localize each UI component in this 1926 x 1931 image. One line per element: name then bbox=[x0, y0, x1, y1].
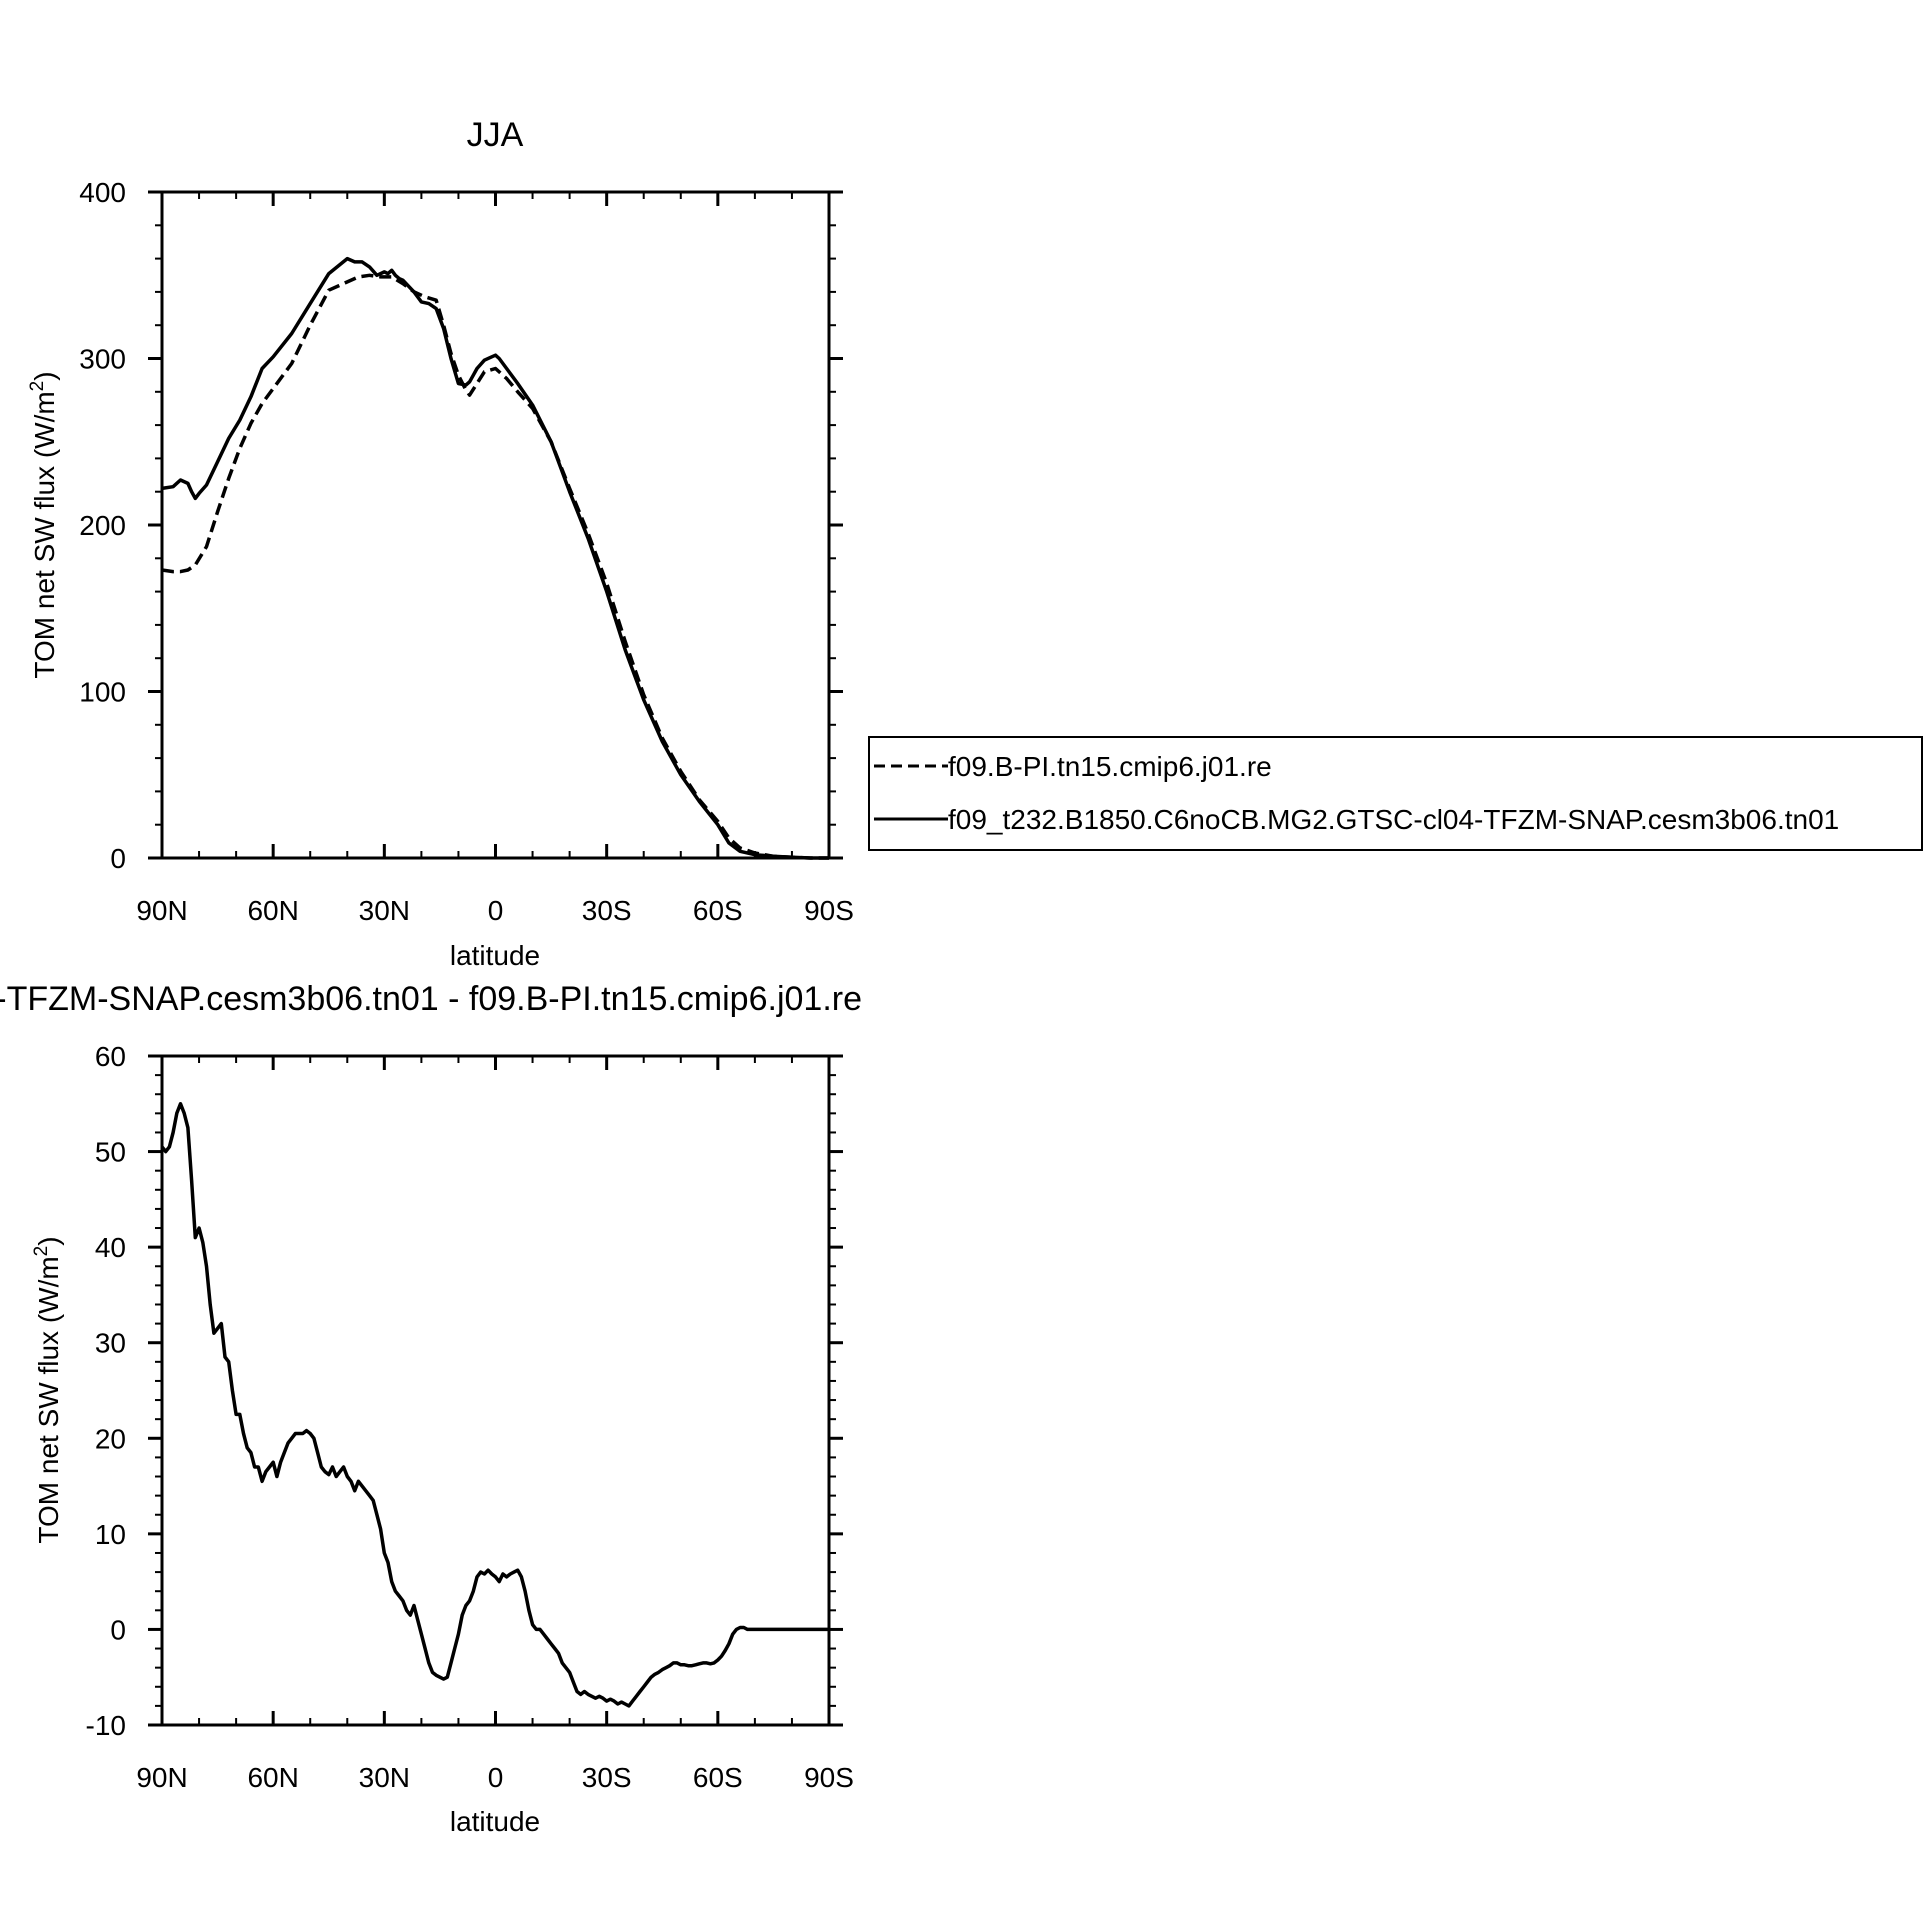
top-x-tick-label: 30N bbox=[359, 895, 410, 926]
bottom-y-tick-label: 10 bbox=[95, 1519, 126, 1550]
top-x-axis-label: latitude bbox=[450, 940, 540, 971]
bottom-y-tick-label: 60 bbox=[95, 1041, 126, 1072]
bottom-plot-frame bbox=[160, 1054, 831, 1727]
top-x-tick-label: 60N bbox=[247, 895, 298, 926]
top-series-line-solid bbox=[161, 256, 829, 860]
bottom-x-tick-label: 60N bbox=[247, 1762, 298, 1793]
top-x-tick-label: 90N bbox=[136, 895, 187, 926]
bottom-x-tick-label: 30N bbox=[359, 1762, 410, 1793]
top-x-tick-label: 60S bbox=[693, 895, 743, 926]
top-x-tick-label: 30S bbox=[582, 895, 632, 926]
bottom-y-tick-label: 30 bbox=[95, 1328, 126, 1359]
top-y-tick-label: 300 bbox=[79, 344, 126, 375]
bottom-x-tick-label: 30S bbox=[582, 1762, 632, 1793]
top-y-tick-label: 400 bbox=[79, 177, 126, 208]
top-panel-title: JJA bbox=[467, 116, 524, 154]
legend: f09.B-PI.tn15.cmip6.j01.re f09_t232.B185… bbox=[868, 736, 1923, 851]
top-series-line-dashed bbox=[161, 273, 829, 860]
bottom-y-tick-label: -10 bbox=[86, 1710, 126, 1741]
legend-entry-1: f09.B-PI.tn15.cmip6.j01.re bbox=[948, 751, 1272, 782]
top-y-tick-label: 0 bbox=[110, 843, 126, 874]
top-plot-frame bbox=[160, 190, 831, 860]
top-x-tick-label: 90S bbox=[804, 895, 854, 926]
bottom-x-tick-label: 90N bbox=[136, 1762, 187, 1793]
bottom-x-tick-label: 60S bbox=[693, 1762, 743, 1793]
bottom-axis-ticks: 90N 60N 30N 0 30S 60S 90S -10 0 10 20 30 40 50 60 bbox=[86, 1041, 854, 1793]
legend-box bbox=[868, 736, 1923, 851]
bottom-x-tick-label: 0 bbox=[488, 1762, 504, 1793]
bottom-y-tick-label: 20 bbox=[95, 1423, 126, 1454]
bottom-plot-area bbox=[160, 1102, 829, 1708]
top-y-tick-label: 200 bbox=[79, 510, 126, 541]
bottom-series-line-solid bbox=[160, 1102, 829, 1708]
top-panel: JJA 90N 60N 30N 0 30S 60S 90S 0 100 200 300 400 lat… bbox=[27, 116, 1923, 971]
bottom-y-tick-label: 40 bbox=[95, 1232, 126, 1263]
bottom-x-tick-label: 90S bbox=[804, 1762, 854, 1793]
bottom-y-tick-label: 0 bbox=[110, 1614, 126, 1645]
top-axis-ticks: 90N 60N 30N 0 30S 60S 90S 0 100 200 300 400 bbox=[79, 177, 854, 926]
bottom-y-tick-label: 50 bbox=[95, 1137, 126, 1168]
bottom-y-axis-label: TOM net SW flux (W/m2) bbox=[31, 1236, 64, 1543]
top-y-axis-label: TOM net SW flux (W/m2) bbox=[27, 371, 60, 678]
bottom-x-axis-label: latitude bbox=[450, 1806, 540, 1837]
bottom-panel: f09_t232.B1850.C6noCB.MG2.GTSC-cl04-TFZM… bbox=[0, 980, 862, 1837]
top-x-tick-label: 0 bbox=[488, 895, 504, 926]
bottom-panel-title: f09_t232.B1850.C6noCB.MG2.GTSC-cl04-TFZM… bbox=[0, 980, 862, 1018]
legend-entry-2: f09_t232.B1850.C6noCB.MG2.GTSC-cl04-TFZM… bbox=[948, 804, 1839, 835]
top-plot-area bbox=[161, 256, 829, 860]
top-y-tick-label: 100 bbox=[79, 677, 126, 708]
